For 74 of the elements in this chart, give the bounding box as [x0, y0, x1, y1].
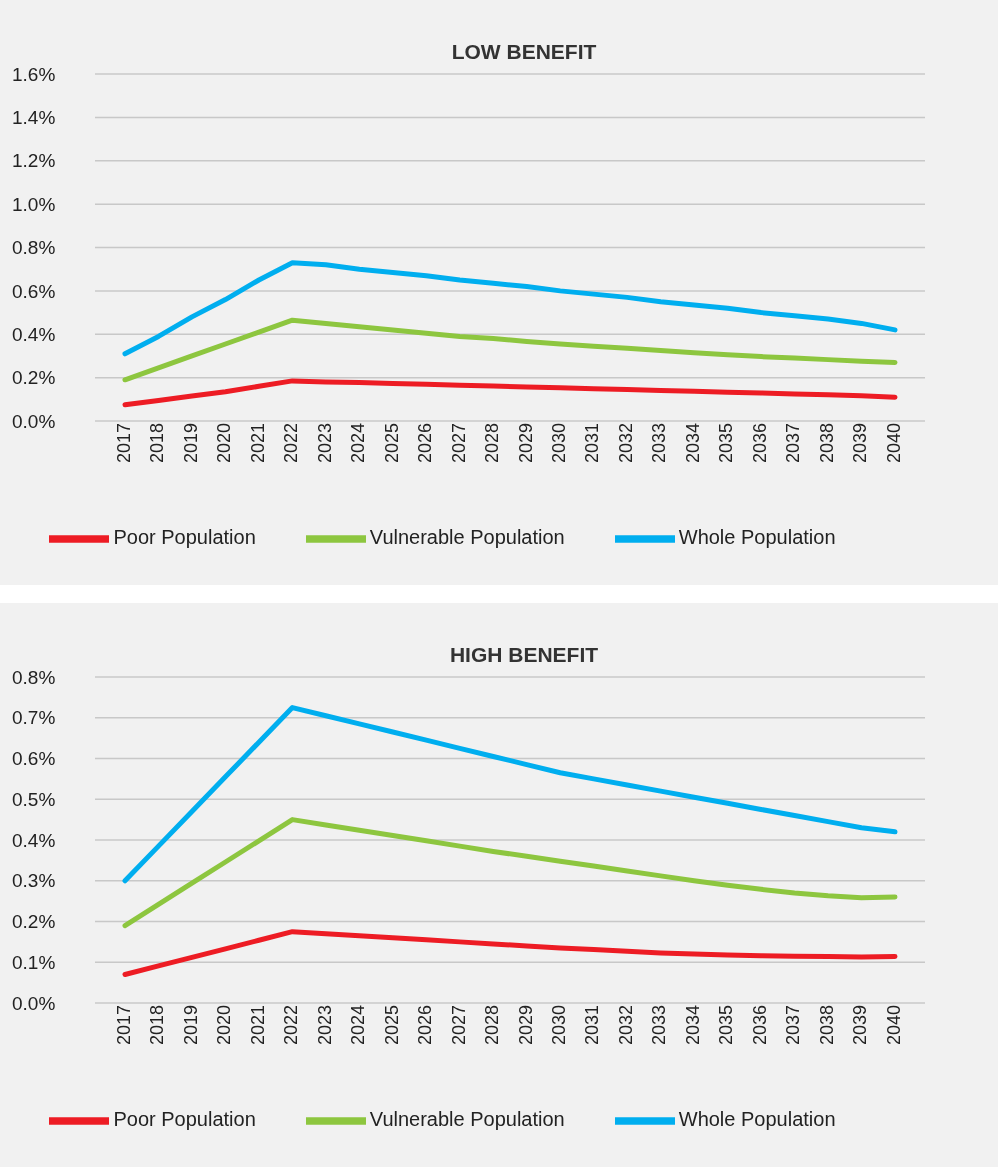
- x-tick-label: 2019: [180, 423, 201, 464]
- x-tick-label: 2020: [214, 1005, 235, 1046]
- x-tick-label: 2029: [515, 423, 536, 464]
- x-tick-label: 2034: [682, 1005, 703, 1046]
- x-tick-label: 2019: [180, 1005, 201, 1046]
- x-tick-label: 2034: [682, 423, 703, 464]
- x-tick-label: 2027: [448, 1005, 469, 1046]
- legend-label: Whole Population: [678, 1108, 836, 1131]
- x-tick-label: 2038: [816, 1005, 837, 1046]
- x-tick-label: 2018: [147, 423, 168, 464]
- y-tick-label: 0.0%: [12, 410, 56, 432]
- x-tick-label: 2039: [850, 1005, 871, 1046]
- x-tick-label: 2039: [850, 423, 871, 464]
- x-tick-label: 2031: [582, 423, 603, 464]
- x-tick-label: 2024: [348, 1005, 369, 1046]
- x-tick-label: 2025: [381, 1005, 402, 1046]
- x-tick-label: 2040: [883, 423, 904, 464]
- y-tick-label: 0.4%: [12, 323, 56, 345]
- x-tick-label: 2021: [247, 423, 268, 464]
- y-tick-label: 0.2%: [12, 367, 56, 389]
- x-tick-label: 2028: [482, 423, 503, 464]
- x-tick-label: 2030: [549, 423, 569, 464]
- y-tick-label: 0.1%: [12, 951, 56, 973]
- y-tick-label: 0.3%: [12, 870, 56, 892]
- x-tick-label: 2035: [716, 423, 737, 464]
- x-tick-label: 2026: [415, 1005, 436, 1046]
- x-tick-label: 2031: [582, 1005, 603, 1046]
- legend-label: Poor Population: [113, 526, 256, 549]
- legend-label: Vulnerable Population: [369, 1108, 565, 1131]
- x-tick-label: 2022: [281, 1005, 302, 1046]
- x-tick-label: 2025: [381, 423, 402, 464]
- x-tick-label: 2028: [482, 1005, 503, 1046]
- x-tick-label: 2017: [113, 423, 134, 464]
- x-tick-label: 2038: [816, 423, 837, 464]
- x-tick-label: 2029: [515, 1005, 536, 1046]
- x-tick-label: 2032: [615, 423, 636, 464]
- x-tick-label: 2037: [783, 423, 804, 464]
- y-tick-label: 0.4%: [12, 829, 56, 851]
- x-tick-label: 2037: [783, 1005, 804, 1046]
- y-tick-label: 1.4%: [12, 107, 56, 129]
- x-tick-label: 2035: [716, 1005, 737, 1046]
- y-tick-label: 0.8%: [12, 666, 56, 688]
- x-tick-label: 2023: [314, 423, 335, 464]
- y-tick-label: 0.0%: [12, 992, 56, 1014]
- x-tick-label: 2023: [314, 1005, 335, 1046]
- x-tick-label: 2040: [883, 1005, 904, 1046]
- legend-label: Vulnerable Population: [369, 526, 565, 549]
- x-tick-label: 2033: [649, 1005, 670, 1046]
- x-tick-label: 2020: [214, 423, 235, 464]
- y-tick-label: 0.7%: [12, 707, 56, 729]
- x-tick-label: 2026: [415, 423, 436, 464]
- x-tick-label: 2022: [281, 423, 302, 464]
- x-tick-label: 2030: [549, 1005, 569, 1046]
- chart-title: HIGH BENEFIT: [448, 643, 600, 667]
- chart-title: LOW BENEFIT: [450, 40, 598, 64]
- x-tick-label: 2021: [247, 1005, 268, 1046]
- y-tick-label: 1.2%: [12, 150, 56, 172]
- x-tick-label: 2018: [147, 1005, 168, 1046]
- x-tick-label: 2024: [348, 423, 369, 464]
- x-tick-label: 2032: [615, 1005, 636, 1046]
- x-tick-label: 2033: [649, 423, 670, 464]
- legend-label: Whole Population: [678, 526, 836, 549]
- y-tick-label: 0.5%: [12, 788, 56, 810]
- x-tick-label: 2036: [749, 1005, 770, 1046]
- y-tick-label: 0.8%: [12, 237, 56, 259]
- y-tick-label: 0.2%: [12, 911, 56, 933]
- x-tick-label: 2027: [448, 423, 469, 464]
- y-tick-label: 1.6%: [12, 63, 56, 85]
- y-tick-label: 0.6%: [12, 748, 56, 770]
- x-tick-label: 2036: [749, 423, 770, 464]
- y-tick-label: 0.6%: [12, 280, 56, 302]
- legend-label: Poor Population: [113, 1108, 256, 1131]
- y-tick-label: 1.0%: [12, 193, 56, 215]
- x-tick-label: 2017: [113, 1005, 134, 1046]
